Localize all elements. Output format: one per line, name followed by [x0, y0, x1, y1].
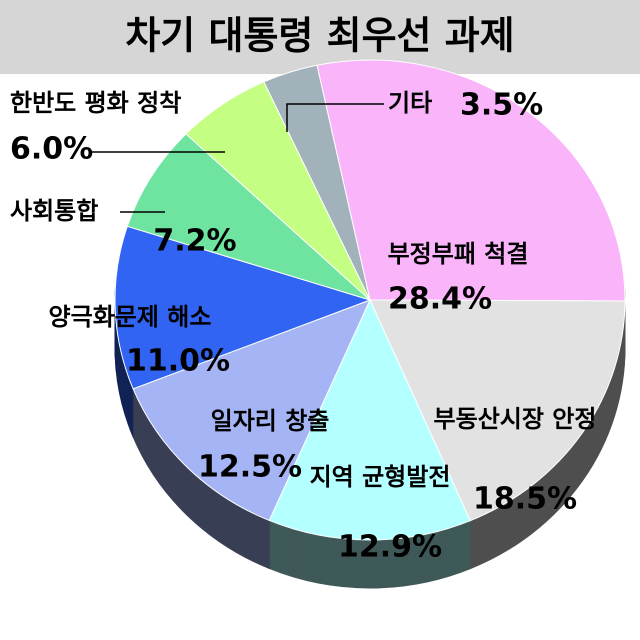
value-label: 11.0%	[126, 344, 230, 379]
value-label: 3.5%	[460, 88, 543, 123]
value-label: 28.4%	[388, 282, 492, 317]
leader-line	[286, 103, 384, 132]
value-label: 7.2%	[153, 224, 236, 259]
slice	[263, 64, 371, 301]
title-band	[0, 0, 640, 74]
slice	[126, 133, 371, 301]
slice-label: 지역 균형발전	[310, 463, 451, 491]
value-label: 12.9%	[338, 530, 442, 565]
slice-label: 한반도 평화 정착	[10, 89, 181, 117]
slice-label: 사회통합	[10, 197, 98, 225]
chart-title: 차기 대통령 최우선 과제	[125, 14, 514, 58]
slice	[316, 59, 626, 302]
value-label: 12.5%	[198, 450, 302, 485]
slice	[268, 298, 471, 541]
slice-label: 기타	[388, 89, 432, 117]
value-label: 6.0%	[10, 132, 93, 167]
slice-label: 일자리 창출	[211, 407, 330, 435]
slice-label: 부동산시장 안정	[434, 405, 597, 433]
slice	[114, 225, 372, 390]
slice-label: 양극화문제 해소	[49, 303, 212, 331]
value-label: 18.5%	[473, 482, 577, 517]
slice	[132, 299, 371, 522]
slice	[369, 299, 626, 522]
slice-label: 부정부패 척결	[388, 240, 529, 268]
